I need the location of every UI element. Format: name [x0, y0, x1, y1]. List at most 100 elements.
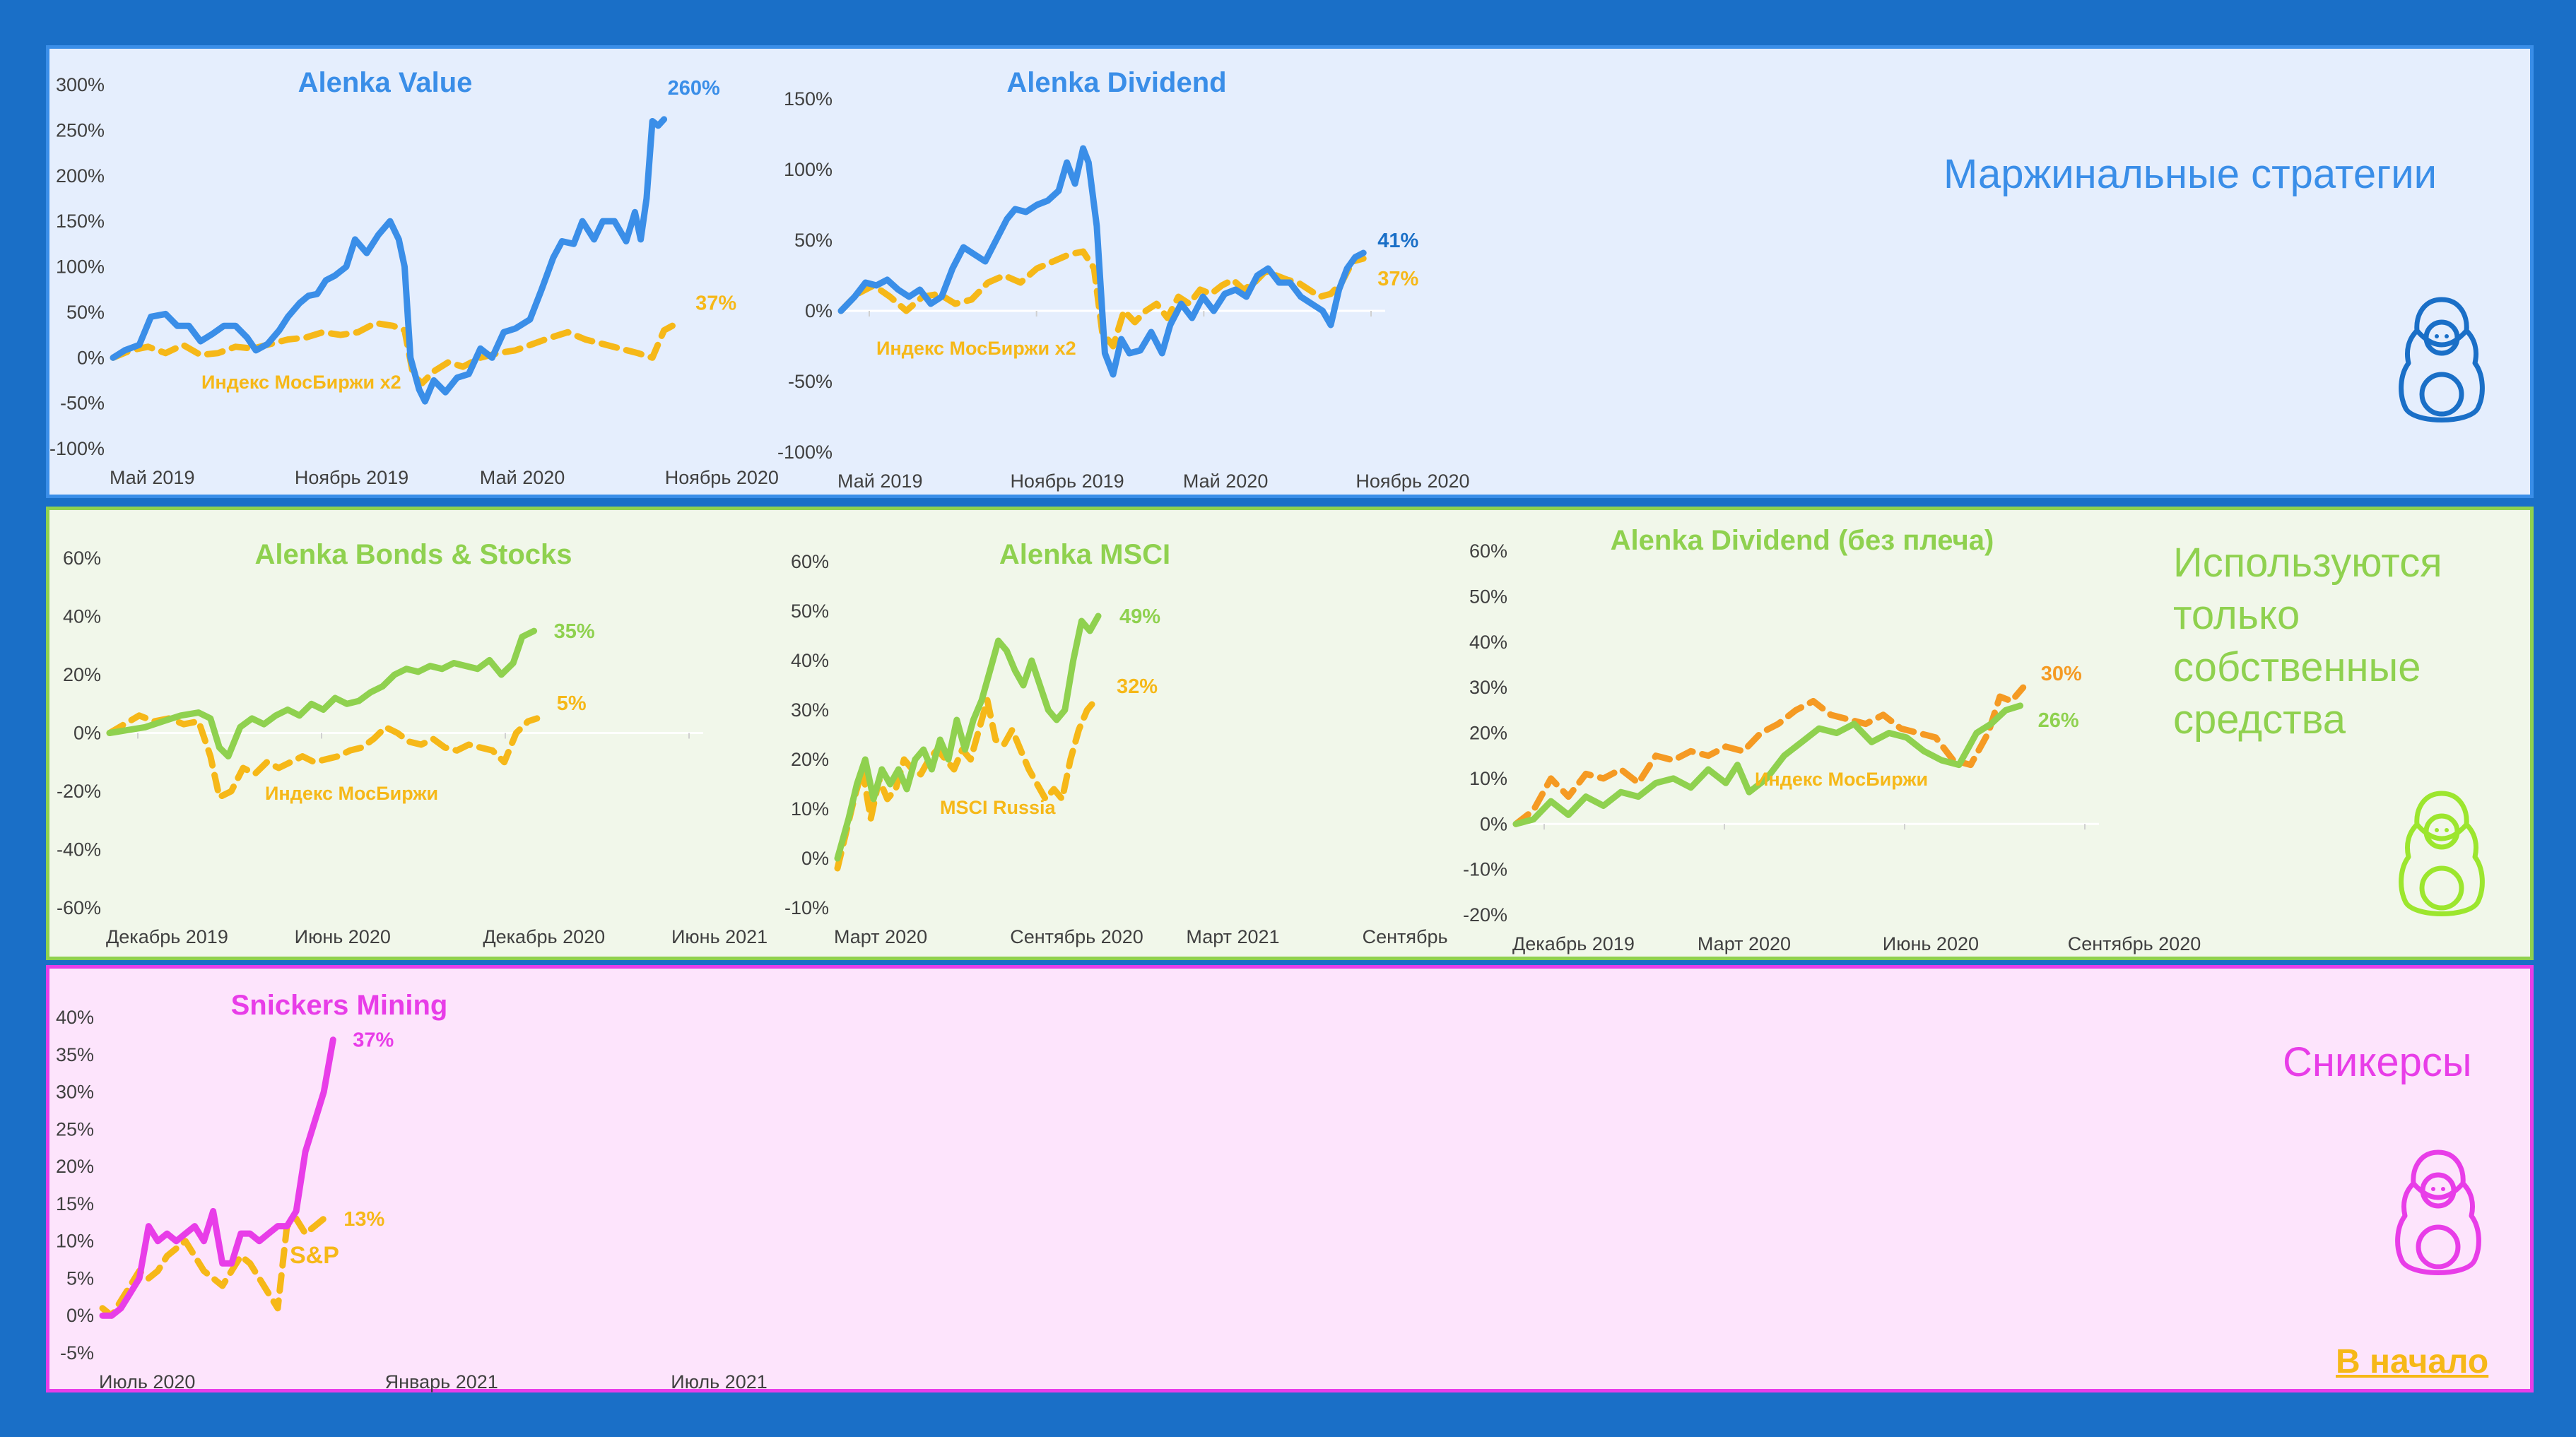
y-tick-label: 20% [791, 749, 829, 770]
series-end-label: 30% [2041, 663, 2082, 685]
series-line [1512, 702, 2024, 827]
chart-title: Alenka Value [298, 67, 473, 98]
series-line [106, 627, 538, 759]
chart-title: Alenka MSCI [999, 539, 1170, 570]
y-tick-label: -50% [60, 393, 105, 414]
caption-own-funds-line: Используются [2173, 540, 2442, 586]
series-end-label: 13% [343, 1208, 384, 1231]
x-tick-label: Сентябрь [1363, 926, 1448, 947]
chart-title: Alenka Bonds & Stocks [254, 539, 572, 570]
back-to-start-link[interactable]: В начало [2336, 1343, 2489, 1380]
y-tick-label: 150% [784, 88, 833, 110]
y-tick-label: 40% [63, 606, 101, 627]
x-tick-label: Декабрь 2020 [483, 926, 605, 947]
y-tick-label: 50% [1469, 586, 1507, 607]
caption-snickers: Сникерсы [2283, 1039, 2472, 1085]
x-tick-label: Май 2019 [837, 471, 922, 492]
x-tick-label: Ноябрь 2019 [1010, 471, 1124, 492]
series-end-label: 32% [1117, 675, 1158, 698]
series-end-label: 41% [1377, 230, 1418, 252]
series-line [1512, 684, 2027, 827]
series-end-label: 49% [1119, 605, 1160, 628]
y-tick-label: 150% [56, 211, 105, 232]
y-tick-label: 30% [791, 699, 829, 721]
y-tick-label: -60% [57, 897, 101, 918]
x-tick-label: Декабрь 2019 [106, 926, 228, 947]
y-tick-label: 60% [791, 551, 829, 572]
y-tick-label: -20% [57, 781, 101, 802]
series-line [110, 116, 668, 405]
caption-margin-strategies: Маржинальные стратегии [1943, 151, 2437, 197]
x-tick-label: Июнь 2020 [1883, 933, 1979, 954]
series-line [106, 712, 541, 800]
series-line [834, 613, 1102, 862]
matryoshka-icon [2395, 1149, 2481, 1275]
y-tick-label: 0% [73, 723, 101, 744]
chart-alenka-bonds-stocks: Alenka Bonds & Stocks 60% 40% 20% 0% -20% -40%… [57, 539, 767, 947]
x-tick-label: Ноябрь 2020 [665, 467, 779, 488]
y-tick-label: -40% [57, 839, 101, 861]
caption-own-funds: Используются только собственные средства [2173, 537, 2442, 746]
series-line [99, 1036, 336, 1319]
x-tick-label: Март 2020 [834, 926, 927, 947]
x-tick-label: Май 2020 [480, 467, 565, 488]
x-tick-label: Июль 2020 [99, 1371, 195, 1392]
series-end-label: 37% [1377, 268, 1418, 290]
y-tick-label: -20% [1463, 904, 1507, 926]
matryoshka-icon [2399, 791, 2485, 916]
y-tick-label: 20% [63, 664, 101, 685]
y-tick-label: 200% [56, 165, 105, 187]
x-tick-label: Сентябрь 2020 [1010, 926, 1143, 947]
y-tick-label: 50% [794, 230, 833, 251]
series-end-label: 260% [668, 77, 720, 100]
x-tick-label: Март 2020 [1698, 933, 1791, 954]
x-tick-label: Ноябрь 2020 [1355, 471, 1469, 492]
series-line [837, 145, 1367, 378]
y-tick-label: 50% [791, 601, 829, 622]
section-snickers [46, 965, 2534, 1392]
y-tick-label: 250% [56, 119, 105, 141]
section-margin-strategies [46, 45, 2534, 498]
y-tick-label: 25% [56, 1118, 94, 1140]
y-tick-label: 40% [791, 650, 829, 671]
y-tick-label: 0% [805, 300, 833, 321]
y-tick-label: 0% [66, 1305, 94, 1326]
x-tick-label: Май 2019 [110, 467, 194, 488]
x-tick-label: Сентябрь 2020 [2068, 933, 2201, 954]
y-tick-label: 10% [791, 798, 829, 820]
chart-alenka-value: Alenka Value 300% 250% 200% 150% 100% 50% 0% -50… [49, 67, 779, 488]
y-tick-label: -10% [784, 897, 829, 918]
y-tick-label: 60% [63, 548, 101, 569]
chart-alenka-msci: Alenka MSCI60%50%40%30%20%10%0%-10%Март … [784, 539, 1448, 947]
y-tick-label: 30% [56, 1082, 94, 1103]
series-end-label: 37% [353, 1029, 394, 1052]
chart-alenka-dividend-no-leverage: Alenka Dividend (без плеча) 60% 50% 40% 30% 2… [1463, 525, 2201, 954]
series-annotation: Индекс МосБиржи x2 [201, 372, 401, 393]
y-tick-label: 20% [56, 1156, 94, 1177]
matryoshka-icon [2399, 297, 2485, 422]
chart-title: Snickers Mining [231, 990, 448, 1021]
series-end-label: 26% [2038, 709, 2079, 732]
series-annotation: Индекс МосБиржи [265, 783, 438, 804]
y-tick-label: 40% [56, 1007, 94, 1028]
x-tick-label: Июль 2021 [671, 1371, 767, 1392]
x-tick-label: Март 2021 [1186, 926, 1279, 947]
y-tick-label: 300% [56, 74, 105, 95]
y-tick-label: 40% [1469, 632, 1507, 653]
chart-title: Alenka Dividend [1006, 67, 1226, 98]
x-tick-label: Июнь 2020 [295, 926, 391, 947]
y-tick-label: 0% [801, 848, 829, 869]
x-tick-label: Декабрь 2019 [1512, 933, 1635, 954]
y-tick-label: 100% [784, 159, 833, 180]
x-tick-label: Май 2020 [1183, 471, 1268, 492]
y-tick-label: -5% [60, 1342, 94, 1364]
y-tick-label: 100% [56, 256, 105, 278]
y-tick-label: -100% [49, 438, 105, 459]
y-tick-label: 50% [66, 302, 105, 323]
y-tick-label: 15% [56, 1193, 94, 1214]
y-tick-label: -100% [777, 442, 833, 463]
y-tick-label: 0% [1480, 813, 1507, 834]
caption-own-funds-line: собственные [2173, 644, 2421, 690]
series-end-label: 37% [695, 292, 736, 315]
y-tick-label: 30% [1469, 677, 1507, 698]
